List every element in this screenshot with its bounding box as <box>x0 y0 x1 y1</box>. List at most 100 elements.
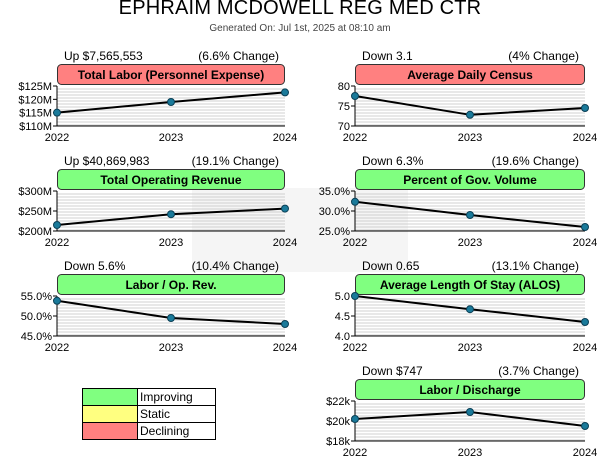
x-tick-label: 2023 <box>159 342 183 354</box>
x-tick-label: 2022 <box>45 132 69 144</box>
change-amount: Down $747 <box>362 364 423 378</box>
data-point <box>466 211 474 219</box>
change-amount: Down 3.1 <box>362 49 413 63</box>
chart-panel-5: Down 5.6% (10.4% Change) Labor / Op. Rev. 4… <box>21 259 297 354</box>
chart-title: Labor / Discharge <box>419 383 521 397</box>
legend-label-declining: Declining <box>140 424 189 438</box>
x-tick-label: 2024 <box>273 237 297 249</box>
chart-panel-2: Down 3.1 (4% Change) Average Daily Census 7… <box>338 49 597 144</box>
data-point <box>466 110 474 119</box>
data-point <box>281 320 289 328</box>
chart-panel-3: Up $40,869,983 (19.1% Change) Total Operat… <box>18 154 297 249</box>
legend: Improving Static Declining <box>82 388 216 440</box>
change-percent: (6.6% Change) <box>198 49 279 63</box>
chart-title-banner <box>57 274 285 295</box>
data-point <box>466 305 474 314</box>
data-point <box>281 204 289 213</box>
x-tick-label: 2022 <box>343 342 367 354</box>
change-amount: Down 0.65 <box>362 259 420 273</box>
legend-swatch-static <box>82 405 138 423</box>
chart-title-banner <box>355 64 585 85</box>
change-percent: (4% Change) <box>508 49 579 63</box>
chart-title: Average Daily Census <box>407 68 533 82</box>
y-tick-label: $22k <box>326 396 350 408</box>
chart-title-banner <box>355 169 585 190</box>
legend-swatch-improving <box>82 388 138 406</box>
data-point <box>581 223 589 231</box>
y-tick-label: 4.5 <box>335 311 350 323</box>
chart-panel-6: Down 0.65 (13.1% Change) Average Length Of… <box>335 259 598 354</box>
y-tick-label: 4.0 <box>335 331 350 343</box>
y-tick-label: $120M <box>18 94 52 106</box>
data-point <box>281 88 289 97</box>
y-tick-label: $110M <box>19 121 52 133</box>
change-percent: (10.4% Change) <box>192 259 279 273</box>
data-point <box>53 296 61 305</box>
change-amount: Up $7,565,553 <box>64 49 143 63</box>
legend-cell-declining <box>137 422 216 440</box>
y-tick-label: 45.0% <box>21 331 52 343</box>
legend-label-improving: Improving <box>140 390 193 404</box>
y-tick-label: 55.0% <box>21 291 52 303</box>
chart-title-banner <box>355 379 585 400</box>
y-tick-label: $250M <box>18 206 52 218</box>
data-point <box>167 98 175 106</box>
x-tick-label: 2024 <box>273 342 297 354</box>
generated-timestamp: Generated On: Jul 1st, 2025 at 08:10 am <box>209 23 391 34</box>
chart-title: Labor / Op. Rev. <box>125 278 216 292</box>
page-title: EPHRAIM MCDOWELL REG MED CTR <box>118 0 482 19</box>
chart-panel-7: Down $747 (3.7% Change) Labor / Discharge $… <box>326 364 597 459</box>
data-point <box>351 292 359 300</box>
x-tick-label: 2024 <box>273 132 297 144</box>
data-point <box>466 408 474 416</box>
data-point <box>53 108 61 117</box>
chart-title: Percent of Gov. Volume <box>403 173 537 187</box>
change-amount: Down 5.6% <box>64 259 126 273</box>
y-tick-label: $125M <box>18 81 52 93</box>
x-tick-label: 2023 <box>159 237 183 249</box>
y-tick-label: $20k <box>326 416 350 428</box>
change-amount: Down 6.3% <box>362 154 424 168</box>
y-tick-label: 5.0 <box>335 291 350 303</box>
data-point <box>351 92 359 100</box>
chart-title-banner <box>355 274 585 295</box>
x-tick-label: 2023 <box>159 132 183 144</box>
data-point <box>351 415 359 423</box>
x-tick-label: 2023 <box>458 132 482 144</box>
data-point <box>167 210 175 219</box>
y-tick-label: 35.0% <box>319 186 350 198</box>
change-percent: (3.7% Change) <box>498 364 579 378</box>
y-tick-label: 75 <box>338 101 350 113</box>
y-tick-label: $18k <box>326 436 350 448</box>
x-tick-label: 2024 <box>573 342 597 354</box>
data-point <box>53 221 61 229</box>
chart-panel-1: Up $7,565,553 (6.6% Change) Total Labor (P… <box>18 49 297 144</box>
y-tick-label: $300M <box>18 186 52 198</box>
data-point <box>581 422 589 430</box>
x-tick-label: 2024 <box>573 447 597 459</box>
x-tick-label: 2023 <box>458 447 482 459</box>
data-point <box>167 314 175 322</box>
y-tick-label: $200M <box>18 226 52 238</box>
y-tick-label: 25.0% <box>319 226 350 238</box>
change-percent: (19.1% Change) <box>192 154 279 168</box>
y-tick-label: 80 <box>338 81 350 93</box>
y-tick-label: 70 <box>338 121 350 133</box>
x-tick-label: 2022 <box>343 132 367 144</box>
change-percent: (19.6% Change) <box>492 154 579 168</box>
y-tick-label: $115M <box>19 108 52 120</box>
x-tick-label: 2022 <box>45 342 69 354</box>
y-tick-label: 50.0% <box>21 311 52 323</box>
change-amount: Up $40,869,983 <box>64 154 150 168</box>
chart-title-banner <box>57 64 285 85</box>
chart-title-banner <box>57 169 285 190</box>
data-point <box>351 197 359 206</box>
x-tick-label: 2022 <box>343 447 367 459</box>
x-tick-label: 2022 <box>343 237 367 249</box>
data-point <box>581 104 589 112</box>
chart-panel-4: Down 6.3% (19.6% Change) Percent of Gov. V… <box>319 154 597 249</box>
legend-swatch-declining <box>82 422 138 440</box>
x-tick-label: 2023 <box>458 237 482 249</box>
x-tick-label: 2024 <box>573 132 597 144</box>
